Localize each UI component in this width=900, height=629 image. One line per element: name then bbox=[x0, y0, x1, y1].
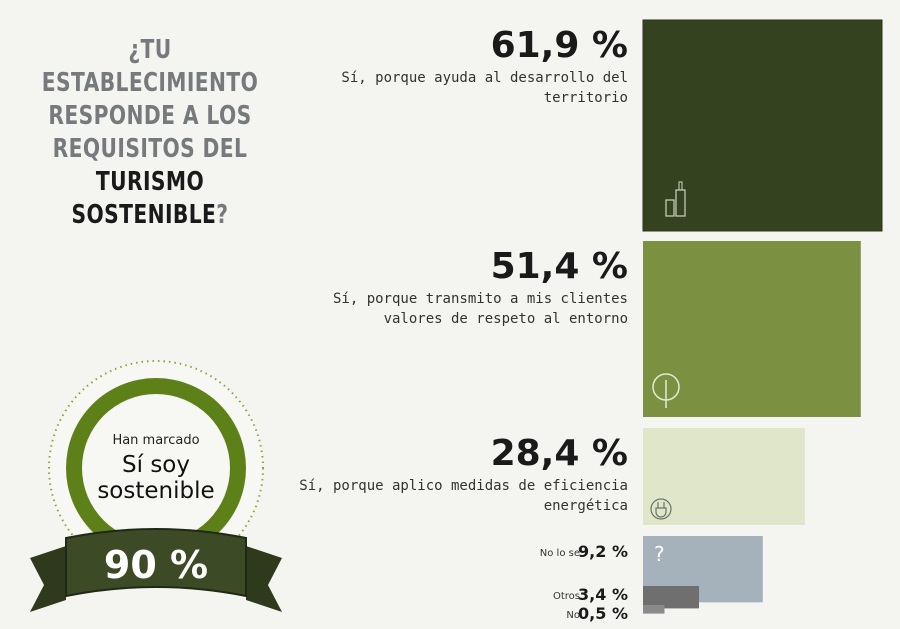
value-label-1: 61,9 % bbox=[491, 25, 628, 66]
badge-line-2: sostenible bbox=[97, 478, 214, 504]
title-line-3: REQUISITOS DEL bbox=[52, 134, 248, 164]
plug-icon bbox=[655, 502, 667, 518]
badge-line-1: Sí soy bbox=[122, 452, 190, 478]
bottles-icon bbox=[665, 199, 675, 217]
badge-top-text: Han marcado bbox=[112, 433, 199, 448]
badge-inner bbox=[82, 394, 230, 542]
category-label-3-1: Sí, porque aplico medidas de eficiencia bbox=[299, 478, 628, 494]
bottles-icon bbox=[678, 181, 683, 191]
plug-icon bbox=[650, 498, 672, 520]
title-line-1: ¿TU ESTABLECIMIENTO bbox=[41, 35, 259, 98]
sustainability-badge: Han marcado Sí soy sostenible 90 % bbox=[30, 360, 282, 612]
bar-3 bbox=[643, 428, 805, 525]
category-label-2-2: valores de respeto al entorno bbox=[384, 311, 628, 327]
category-label-6: No bbox=[566, 610, 580, 621]
category-label-4: No lo se bbox=[540, 548, 580, 559]
category-label-3-2: energética bbox=[544, 498, 628, 514]
value-label-6: 0,5 % bbox=[578, 604, 628, 623]
question-icon: ? bbox=[654, 542, 665, 566]
title-question-mark: ? bbox=[216, 200, 229, 230]
ribbon-right-tail bbox=[246, 546, 282, 612]
category-label-5: Otros bbox=[553, 591, 580, 602]
badge-value: 90 % bbox=[104, 543, 208, 587]
title-line-4: TURISMO SOSTENIBLE? bbox=[72, 167, 229, 230]
title-emphasis: TURISMO SOSTENIBLE bbox=[71, 167, 217, 230]
value-label-4: 9,2 % bbox=[578, 542, 628, 561]
bar-5 bbox=[643, 586, 700, 609]
bar-2 bbox=[643, 241, 861, 417]
value-label-5: 3,4 % bbox=[578, 585, 628, 604]
ribbon-body bbox=[65, 528, 247, 598]
title-line-2: RESPONDE A LOS bbox=[48, 101, 252, 131]
bar-1 bbox=[642, 19, 883, 232]
category-label-1-2: territorio bbox=[544, 90, 628, 106]
value-label-3: 28,4 % bbox=[491, 433, 628, 474]
value-label-2: 51,4 % bbox=[491, 246, 628, 287]
ribbon-left-tail bbox=[30, 546, 66, 612]
bar-6 bbox=[643, 605, 665, 614]
category-label-1-1: Sí, porque ayuda al desarrollo del bbox=[341, 70, 628, 86]
chart-title: ¿TU ESTABLECIMIENTO RESPONDE A LOS REQUI… bbox=[41, 34, 259, 232]
category-label-2-1: Sí, porque transmito a mis clientes bbox=[333, 291, 628, 307]
